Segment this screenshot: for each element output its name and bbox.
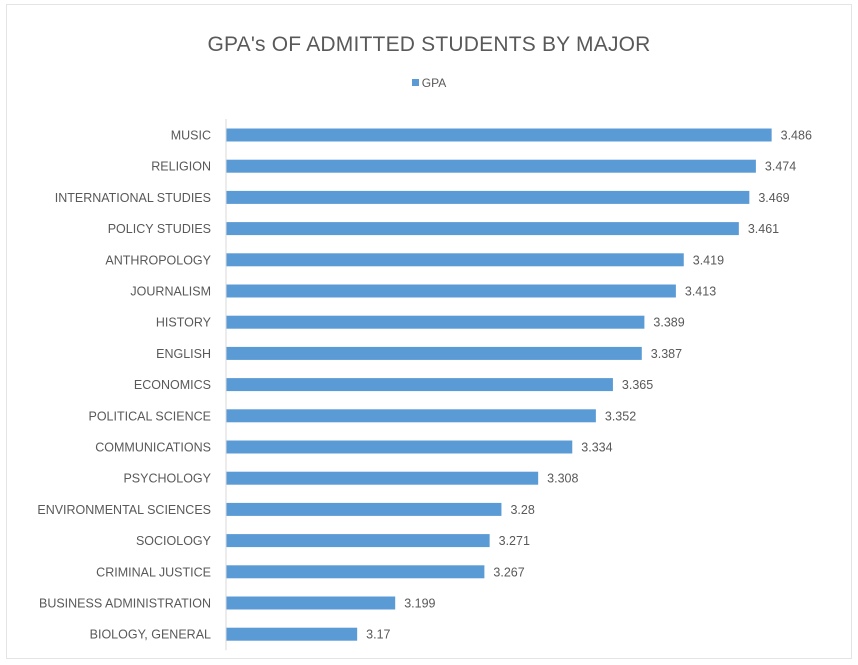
- bar: [226, 128, 772, 142]
- data-label: 3.461: [748, 222, 779, 236]
- bar: [226, 190, 750, 204]
- data-label: 3.308: [547, 472, 578, 486]
- data-label: 3.28: [510, 503, 534, 517]
- category-label: SOCIOLOGY: [136, 534, 212, 548]
- category-label: ANTHROPOLOGY: [105, 253, 211, 267]
- bar: [226, 378, 613, 392]
- bar: [226, 440, 573, 454]
- category-label: POLICY STUDIES: [108, 222, 211, 236]
- bar: [226, 502, 502, 516]
- category-label: ECONOMICS: [134, 378, 211, 392]
- category-label: MUSIC: [171, 129, 211, 143]
- data-label: 3.389: [653, 316, 684, 330]
- bar: [226, 284, 676, 298]
- data-label: 3.486: [781, 129, 812, 143]
- bar: [226, 565, 485, 579]
- data-label: 3.365: [622, 378, 653, 392]
- category-label: COMMUNICATIONS: [95, 441, 211, 455]
- category-label: PSYCHOLOGY: [123, 472, 211, 486]
- chart-title: GPA's OF ADMITTED STUDENTS BY MAJOR: [207, 33, 651, 56]
- bar: [226, 315, 645, 329]
- data-label: 3.267: [493, 565, 524, 579]
- data-label: 3.199: [404, 597, 435, 611]
- data-label: 3.469: [758, 191, 789, 205]
- data-label: 3.413: [685, 285, 716, 299]
- category-label: POLITICAL SCIENCE: [89, 409, 212, 423]
- legend-swatch: [411, 79, 419, 86]
- bar: [226, 409, 596, 423]
- chart-legend: GPA: [0, 76, 858, 90]
- data-label: 3.419: [693, 253, 724, 267]
- bar: [226, 222, 739, 236]
- category-label: BIOLOGY, GENERAL: [90, 628, 211, 642]
- bar: [226, 471, 539, 485]
- data-label: 3.387: [651, 347, 682, 361]
- legend-label: GPA: [421, 76, 447, 90]
- category-label: HISTORY: [156, 316, 212, 330]
- category-label: ENGLISH: [156, 347, 211, 361]
- category-label: INTERNATIONAL STUDIES: [55, 191, 211, 205]
- bar: [226, 346, 642, 360]
- data-label: 3.271: [499, 534, 530, 548]
- data-label: 3.17: [366, 628, 390, 642]
- data-label: 3.352: [605, 409, 636, 423]
- bar: [226, 159, 756, 173]
- bar: [226, 253, 684, 267]
- bar: [226, 627, 358, 641]
- category-label: BUSINESS ADMINISTRATION: [39, 597, 211, 611]
- chart-area: [6, 4, 852, 659]
- bar: [226, 596, 396, 610]
- category-label: ENVIRONMENTAL SCIENCES: [37, 503, 211, 517]
- category-label: JOURNALISM: [130, 285, 211, 299]
- category-label: RELIGION: [151, 160, 211, 174]
- bar: [226, 534, 490, 548]
- data-label: 3.474: [765, 160, 796, 174]
- data-label: 3.334: [581, 441, 612, 455]
- category-label: CRIMINAL JUSTICE: [96, 565, 211, 579]
